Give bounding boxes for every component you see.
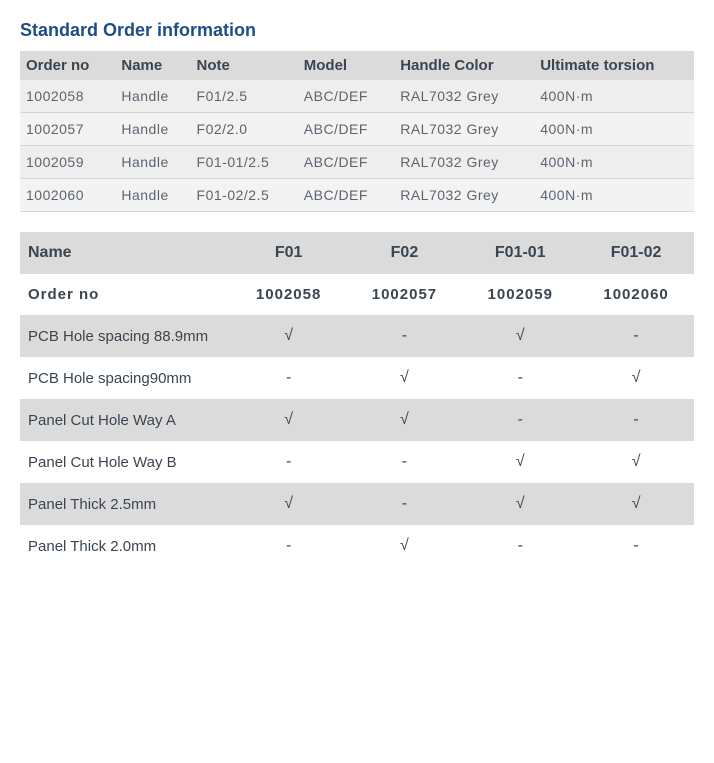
spec-cell: - <box>347 441 463 483</box>
spec-row: Panel Thick 2.5mm√-√√ <box>20 483 694 525</box>
spec-cell: √ <box>578 357 694 399</box>
table-cell: 400N·m <box>534 146 694 179</box>
spec-cell: - <box>462 357 578 399</box>
spec-cell: 1002058 <box>231 274 347 315</box>
spec-cell: - <box>347 483 463 525</box>
table-cell: ABC/DEF <box>298 179 394 212</box>
spec-cell: 1002060 <box>578 274 694 315</box>
table-cell: Handle <box>115 80 190 113</box>
spec-cell: √ <box>462 315 578 357</box>
table-row: 1002057HandleF02/2.0ABC/DEFRAL7032 Grey4… <box>20 113 694 146</box>
table-cell: 400N·m <box>534 80 694 113</box>
spec-cell: √ <box>347 399 463 441</box>
table-cell: F01-01/2.5 <box>191 146 298 179</box>
spec-cell: - <box>578 399 694 441</box>
spec-cell: 1002057 <box>347 274 463 315</box>
spec-row: Panel Cut Hole Way B--√√ <box>20 441 694 483</box>
table-cell: RAL7032 Grey <box>394 80 534 113</box>
table-cell: RAL7032 Grey <box>394 146 534 179</box>
table-cell: 400N·m <box>534 113 694 146</box>
order-th-name: Name <box>115 51 190 80</box>
spec-cell: √ <box>231 399 347 441</box>
table-row: 1002058HandleF01/2.5ABC/DEFRAL7032 Grey4… <box>20 80 694 113</box>
order-th-torsion: Ultimate torsion <box>534 51 694 80</box>
spec-row: PCB Hole spacing 88.9mm√-√- <box>20 315 694 357</box>
spec-cell: F01-01 <box>462 232 578 274</box>
table-cell: Handle <box>115 113 190 146</box>
spec-cell: - <box>347 315 463 357</box>
order-table: Order no Name Note Model Handle Color Ul… <box>20 51 694 212</box>
table-cell: RAL7032 Grey <box>394 179 534 212</box>
table-cell: F02/2.0 <box>191 113 298 146</box>
spec-matrix-table: NameF01F02F01-01F01-02Order no1002058100… <box>20 232 694 567</box>
spec-row-label: Panel Cut Hole Way B <box>20 441 231 483</box>
spec-cell: √ <box>578 441 694 483</box>
table-cell: 1002060 <box>20 179 115 212</box>
spec-row-label: PCB Hole spacing90mm <box>20 357 231 399</box>
spec-row: NameF01F02F01-01F01-02 <box>20 232 694 274</box>
spec-cell: √ <box>578 483 694 525</box>
table-cell: ABC/DEF <box>298 146 394 179</box>
spec-row: Panel Cut Hole Way A√√-- <box>20 399 694 441</box>
spec-row: Order no1002058100205710020591002060 <box>20 274 694 315</box>
spec-cell: √ <box>347 357 463 399</box>
spec-row-label: Order no <box>20 274 231 315</box>
table-cell: F01-02/2.5 <box>191 179 298 212</box>
order-th-orderno: Order no <box>20 51 115 80</box>
order-th-color: Handle Color <box>394 51 534 80</box>
spec-cell: - <box>462 525 578 567</box>
spec-row-label: Name <box>20 232 231 274</box>
spec-cell: √ <box>462 483 578 525</box>
spec-cell: - <box>231 441 347 483</box>
table-row: 1002059HandleF01-01/2.5ABC/DEFRAL7032 Gr… <box>20 146 694 179</box>
table-cell: Handle <box>115 146 190 179</box>
spec-cell: - <box>578 525 694 567</box>
spec-row-label: PCB Hole spacing 88.9mm <box>20 315 231 357</box>
spec-cell: F01 <box>231 232 347 274</box>
table-cell: 1002058 <box>20 80 115 113</box>
order-th-model: Model <box>298 51 394 80</box>
order-table-header-row: Order no Name Note Model Handle Color Ul… <box>20 51 694 80</box>
table-cell: 400N·m <box>534 179 694 212</box>
table-cell: Handle <box>115 179 190 212</box>
spec-row: Panel Thick 2.0mm-√-- <box>20 525 694 567</box>
spec-cell: - <box>578 315 694 357</box>
spec-cell: F01-02 <box>578 232 694 274</box>
spec-cell: - <box>462 399 578 441</box>
table-cell: ABC/DEF <box>298 80 394 113</box>
spec-cell: - <box>231 357 347 399</box>
page-title: Standard Order information <box>20 20 694 41</box>
spec-cell: √ <box>231 315 347 357</box>
table-cell: RAL7032 Grey <box>394 113 534 146</box>
spec-cell: 1002059 <box>462 274 578 315</box>
table-cell: F01/2.5 <box>191 80 298 113</box>
spec-row-label: Panel Cut Hole Way A <box>20 399 231 441</box>
table-cell: ABC/DEF <box>298 113 394 146</box>
spec-row-label: Panel Thick 2.0mm <box>20 525 231 567</box>
spec-cell: √ <box>347 525 463 567</box>
table-cell: 1002059 <box>20 146 115 179</box>
spec-cell: F02 <box>347 232 463 274</box>
spec-row: PCB Hole spacing90mm-√-√ <box>20 357 694 399</box>
order-th-note: Note <box>191 51 298 80</box>
spec-row-label: Panel Thick 2.5mm <box>20 483 231 525</box>
table-cell: 1002057 <box>20 113 115 146</box>
table-row: 1002060HandleF01-02/2.5ABC/DEFRAL7032 Gr… <box>20 179 694 212</box>
spec-cell: √ <box>462 441 578 483</box>
spec-cell: √ <box>231 483 347 525</box>
spec-cell: - <box>231 525 347 567</box>
